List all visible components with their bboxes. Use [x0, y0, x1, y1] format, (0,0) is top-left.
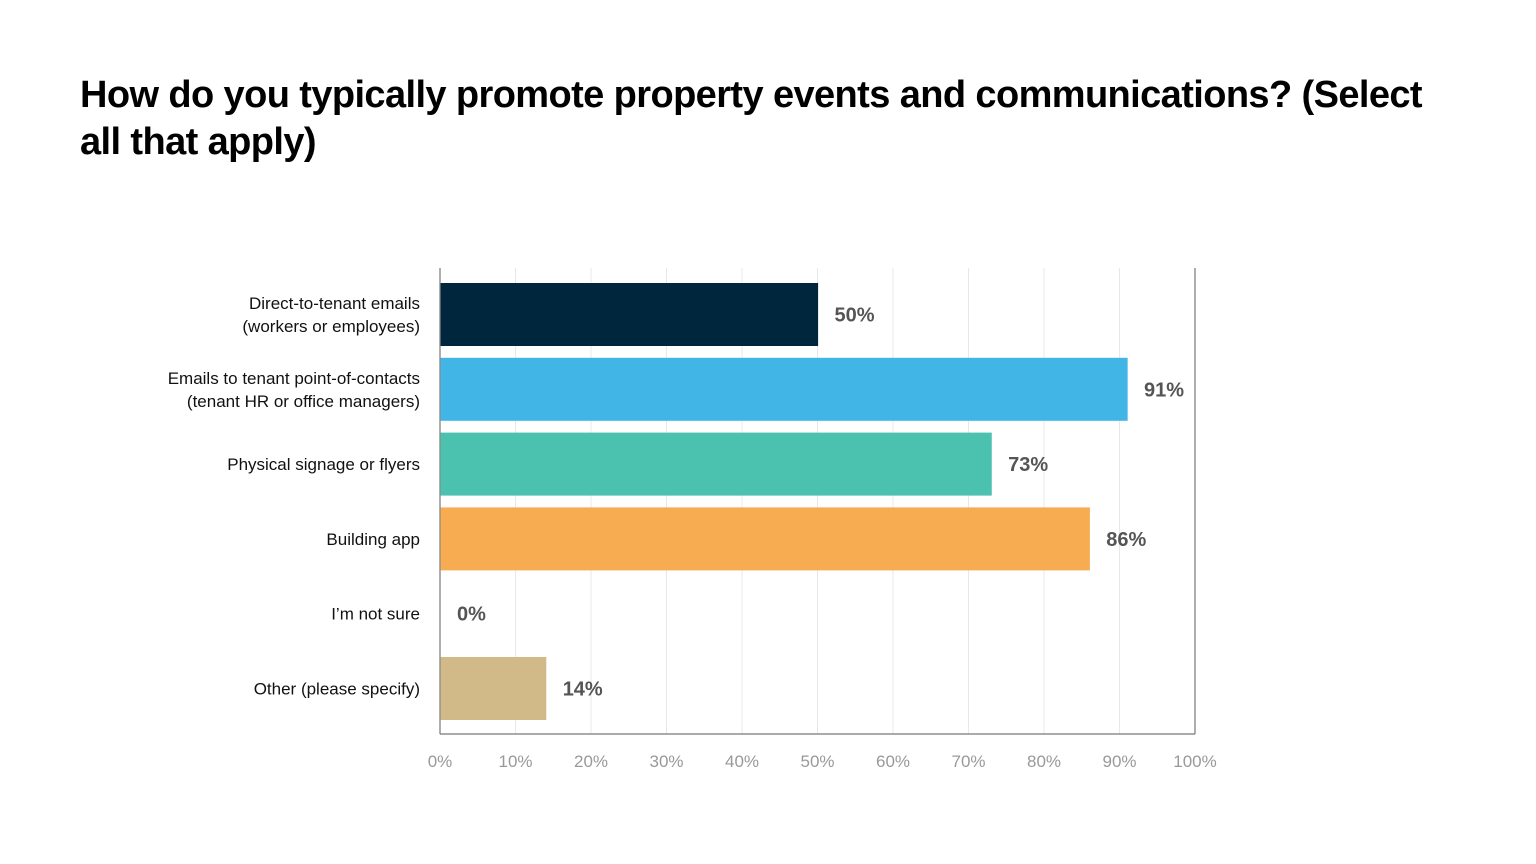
x-tick-label: 10%	[498, 752, 532, 771]
bar	[440, 657, 547, 720]
category-label: Other (please specify)	[254, 680, 420, 699]
bar	[440, 283, 819, 346]
data-label: 91%	[1144, 379, 1184, 401]
x-tick-label: 70%	[951, 752, 985, 771]
category-label: Emails to tenant point-of-contacts	[168, 369, 420, 388]
chart-title: How do you typically promote property ev…	[80, 74, 1423, 163]
x-tick-label: 0%	[428, 752, 453, 771]
category-label: (tenant HR or office managers)	[187, 392, 420, 411]
category-label: Direct-to-tenant emails	[249, 294, 420, 313]
category-label: Building app	[326, 530, 420, 549]
data-label: 0%	[457, 604, 486, 626]
x-tick-label: 40%	[725, 752, 759, 771]
x-tick-label: 30%	[649, 752, 683, 771]
category-label: I’m not sure	[331, 605, 420, 624]
data-label: 86%	[1106, 529, 1146, 551]
x-tick-label: 100%	[1173, 752, 1216, 771]
category-label: Physical signage or flyers	[227, 455, 420, 474]
x-tick-label: 80%	[1027, 752, 1061, 771]
bar	[440, 432, 992, 496]
data-label: 14%	[563, 679, 603, 701]
x-tick-label: 60%	[876, 752, 910, 771]
bar	[440, 507, 1090, 571]
data-label: 73%	[1008, 454, 1048, 476]
x-tick-label: 20%	[574, 752, 608, 771]
category-label: (workers or employees)	[242, 317, 420, 336]
bar	[440, 357, 1128, 421]
x-tick-label: 90%	[1102, 752, 1136, 771]
data-label: 50%	[835, 305, 875, 327]
x-tick-label: 50%	[800, 752, 834, 771]
